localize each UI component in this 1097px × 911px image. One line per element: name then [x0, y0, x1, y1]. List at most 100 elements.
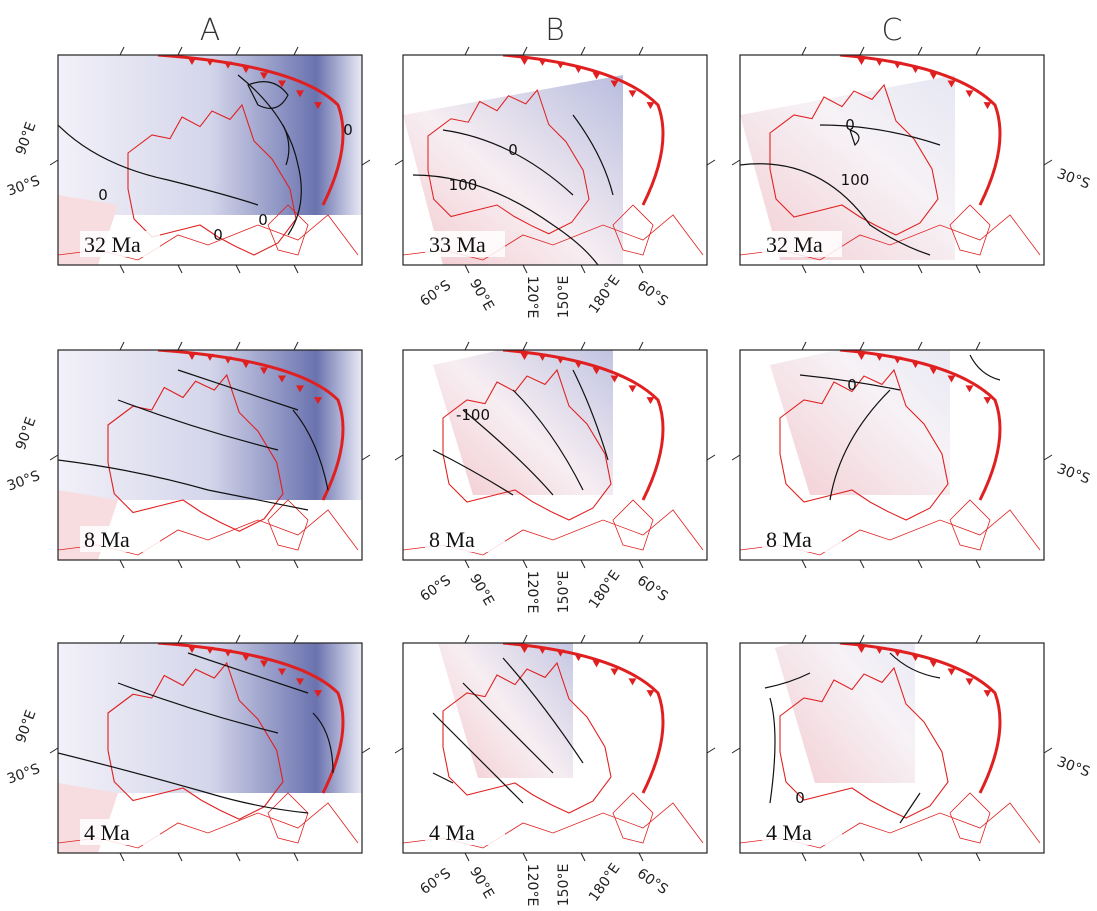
frame-tick: [293, 264, 299, 274]
axis-label: 90°E: [466, 276, 497, 313]
field-shading: [433, 350, 613, 495]
frame-tick: [177, 264, 183, 274]
subduction-tooth: [857, 646, 866, 653]
frame-tick: [394, 747, 404, 754]
frame-tick: [859, 852, 865, 862]
frame-tick: [119, 341, 125, 351]
subduction-tooth: [947, 80, 956, 88]
frame-tick: [235, 341, 241, 351]
axis-label: 30°S: [1055, 461, 1092, 488]
frame-tick: [235, 46, 241, 56]
field-shading: [740, 75, 955, 260]
panel-label: 32 Ma: [766, 232, 823, 257]
subduction-tooth: [538, 353, 547, 361]
subduction-tooth: [592, 660, 601, 668]
field-shading: [58, 350, 362, 500]
subduction-tooth: [965, 678, 974, 686]
field-shading: [438, 643, 573, 778]
frame-tick: [917, 341, 923, 351]
axis-label: 30°S: [5, 173, 42, 200]
frame-tick: [49, 454, 59, 461]
subduction-tooth: [574, 361, 583, 369]
panel-label: 32 Ma: [84, 232, 141, 257]
contour-line: [572, 114, 614, 196]
map-panel: 8 Ma: [49, 341, 371, 569]
subduction-tooth: [556, 61, 565, 69]
coastline: [612, 792, 654, 844]
panel-label: 4 Ma: [429, 820, 475, 845]
coastline: [427, 88, 590, 235]
contour-line: [819, 124, 941, 146]
contour-line: [117, 682, 279, 734]
frame-tick: [917, 559, 923, 569]
subduction-tooth: [538, 58, 547, 66]
contour-line: [829, 389, 891, 501]
frame-tick: [580, 341, 586, 351]
frame-tick: [464, 852, 470, 862]
map-panel: 32 Ma 0 0 0 0: [49, 46, 371, 274]
coastline: [779, 666, 949, 819]
subduction-tooth: [929, 367, 938, 375]
frame-tick: [638, 264, 644, 274]
frame-tick: [49, 159, 59, 166]
coastline: [267, 792, 309, 844]
subduction-tooth: [610, 375, 619, 383]
subduction-tooth: [875, 58, 884, 66]
frame-tick: [801, 559, 807, 569]
subduction-tooth: [947, 668, 956, 676]
label-bg: [762, 231, 842, 257]
contour-label: -100: [456, 406, 490, 424]
contour-line: [799, 374, 901, 391]
axis-label: 60°S: [417, 865, 454, 898]
subduction-tooth: [610, 80, 619, 88]
frame-tick: [49, 747, 59, 754]
subduction-tooth: [983, 102, 992, 110]
subduction-tooth: [983, 397, 992, 405]
map-content: [740, 55, 1041, 261]
subduction-tooth: [929, 660, 938, 668]
frame-tick: [638, 559, 644, 569]
subduction-tooth: [646, 397, 655, 405]
contour-line: [769, 697, 776, 804]
contour-line: [58, 752, 309, 814]
contour-line: [58, 459, 309, 511]
label-bg: [80, 819, 160, 845]
subduction-tooth: [893, 649, 902, 657]
field-shading: [58, 643, 362, 793]
subduction-tooth: [592, 367, 601, 375]
frame-tick: [975, 264, 981, 274]
axis-label: 60°S: [417, 572, 454, 605]
frame-tick: [235, 634, 241, 644]
frame-tick: [917, 634, 923, 644]
frame-tick: [177, 559, 183, 569]
map-panel: 4 Ma: [394, 634, 716, 862]
map-content: [403, 55, 704, 265]
frame-tick: [706, 747, 716, 754]
axis-label: 150°E: [556, 276, 572, 319]
contour-line: [282, 124, 290, 166]
axis-label: 180°E: [586, 568, 624, 612]
subduction-tooth: [628, 90, 637, 98]
subduction-tooth: [574, 654, 583, 662]
subduction-tooth: [965, 385, 974, 393]
frame-tick: [293, 634, 299, 644]
coastline: [442, 368, 612, 521]
contour-label: 0: [847, 376, 857, 394]
frame-tick: [464, 264, 470, 274]
frame-tick: [119, 46, 125, 56]
subduction-tooth: [875, 646, 884, 654]
coastline: [107, 661, 284, 820]
contour-line: [740, 163, 931, 256]
frame-tick: [464, 341, 470, 351]
subduction-tooth: [520, 353, 529, 360]
map-panel: 33 Ma 0 100: [394, 46, 716, 274]
contour-line: [117, 399, 279, 451]
contour-label: 0: [845, 116, 855, 134]
subduction-tooth: [188, 58, 196, 65]
frame-tick: [522, 341, 528, 351]
panel-label: 4 Ma: [766, 820, 812, 845]
map-panel: 4 Ma 0: [731, 634, 1053, 862]
contour-line: [462, 409, 554, 496]
frame-tick: [522, 634, 528, 644]
